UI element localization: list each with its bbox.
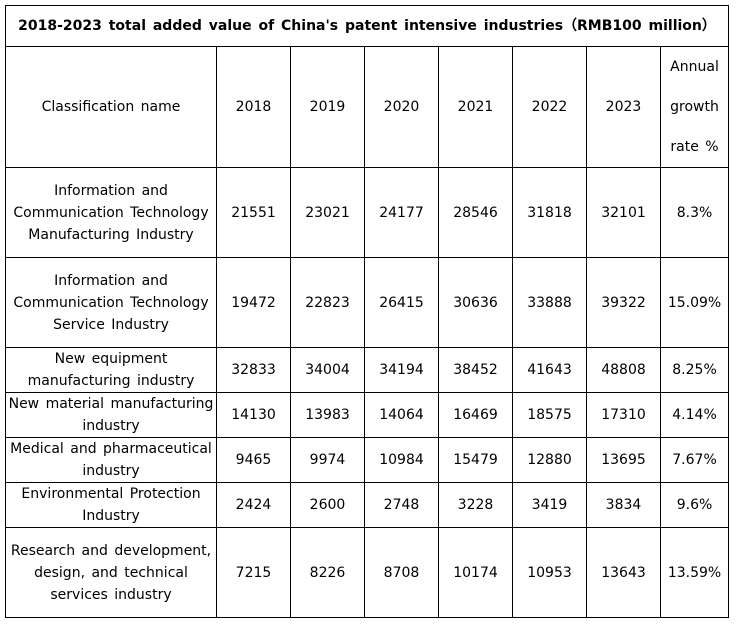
header-growth-line-2: growth	[670, 99, 719, 115]
cell-value-2018: 32833	[216, 347, 291, 393]
cell-value-2019: 13983	[290, 392, 365, 438]
row-classification-name: Environmental Protection Industry	[5, 482, 217, 528]
cell-value-2018: 9465	[216, 437, 291, 483]
cell-value-2020: 34194	[364, 347, 439, 393]
cell-value-2020: 2748	[364, 482, 439, 528]
cell-value-2021: 10174	[438, 527, 513, 618]
cell-value-2019: 22823	[290, 257, 365, 348]
row-classification-name: New material manufacturing industry	[5, 392, 217, 438]
cell-value-2020: 10984	[364, 437, 439, 483]
patent-industries-table: 2018-2023 total added value of China's p…	[4, 5, 730, 618]
cell-annual-growth-rate: 7.67%	[659, 437, 730, 483]
cell-annual-growth-rate: 4.14%	[659, 392, 730, 438]
cell-value-2022: 31818	[512, 167, 587, 258]
table-row: Medical and pharmaceutical industry 9465 9…	[5, 437, 730, 483]
cell-value-2019: 34004	[290, 347, 365, 393]
cell-value-2020: 26415	[364, 257, 439, 348]
cell-value-2023: 32101	[586, 167, 661, 258]
cell-value-2023: 48808	[586, 347, 661, 393]
cell-value-2022: 3419	[512, 482, 587, 528]
table-title: 2018-2023 total added value of China's p…	[4, 5, 730, 47]
cell-value-2021: 30636	[438, 257, 513, 348]
header-year-2018: 2018	[216, 46, 291, 168]
cell-value-2020: 24177	[364, 167, 439, 258]
table-row: Information and Communication Technology…	[5, 167, 730, 258]
cell-value-2021: 28546	[438, 167, 513, 258]
cell-value-2019: 2600	[290, 482, 365, 528]
header-growth-line-1: Annual	[670, 59, 719, 75]
cell-value-2018: 7215	[216, 527, 291, 618]
header-growth-line-3: rate %	[670, 139, 719, 155]
cell-annual-growth-rate: 15.09%	[659, 257, 730, 348]
cell-value-2021: 38452	[438, 347, 513, 393]
cell-value-2023: 3834	[586, 482, 661, 528]
table-row: New equipment manufacturing industry 3283…	[5, 347, 730, 393]
cell-value-2023: 13695	[586, 437, 661, 483]
cell-value-2020: 14064	[364, 392, 439, 438]
header-year-2022: 2022	[512, 46, 587, 168]
cell-value-2018: 14130	[216, 392, 291, 438]
table-row: Information and Communication Technology…	[5, 257, 730, 348]
row-classification-name: New equipment manufacturing industry	[5, 347, 217, 393]
table-row: Research and development, design, and te…	[5, 527, 730, 618]
cell-value-2023: 39322	[586, 257, 661, 348]
cell-value-2019: 8226	[290, 527, 365, 618]
cell-annual-growth-rate: 9.6%	[659, 482, 730, 528]
cell-value-2022: 12880	[512, 437, 587, 483]
cell-value-2018: 19472	[216, 257, 291, 348]
cell-value-2018: 2424	[216, 482, 291, 528]
table-body: Information and Communication Technology…	[5, 167, 730, 618]
cell-annual-growth-rate: 13.59%	[659, 527, 730, 618]
cell-value-2021: 15479	[438, 437, 513, 483]
cell-value-2019: 9974	[290, 437, 365, 483]
cell-value-2023: 17310	[586, 392, 661, 438]
cell-value-2023: 13643	[586, 527, 661, 618]
table-container: 2018-2023 total added value of China's p…	[4, 5, 730, 618]
row-classification-name: Information and Communication Technology…	[5, 257, 217, 348]
table-row: Environmental Protection Industry 2424 260…	[5, 482, 730, 528]
header-annual-growth-rate: Annual growth rate %	[659, 46, 730, 168]
cell-value-2019: 23021	[290, 167, 365, 258]
cell-value-2020: 8708	[364, 527, 439, 618]
cell-value-2018: 21551	[216, 167, 291, 258]
row-classification-name: Information and Communication Technology…	[5, 167, 217, 258]
row-classification-name: Medical and pharmaceutical industry	[5, 437, 217, 483]
header-year-2023: 2023	[586, 46, 661, 168]
cell-value-2022: 18575	[512, 392, 587, 438]
cell-value-2022: 41643	[512, 347, 587, 393]
cell-annual-growth-rate: 8.3%	[659, 167, 730, 258]
header-year-2019: 2019	[290, 46, 365, 168]
cell-annual-growth-rate: 8.25%	[659, 347, 730, 393]
cell-value-2022: 10953	[512, 527, 587, 618]
header-classification-name: Classification name	[5, 46, 217, 168]
table-row: New material manufacturing industry 14130…	[5, 392, 730, 438]
cell-value-2022: 33888	[512, 257, 587, 348]
row-classification-name: Research and development, design, and te…	[5, 527, 217, 618]
cell-value-2021: 3228	[438, 482, 513, 528]
cell-value-2021: 16469	[438, 392, 513, 438]
header-year-2021: 2021	[438, 46, 513, 168]
header-year-2020: 2020	[364, 46, 439, 168]
